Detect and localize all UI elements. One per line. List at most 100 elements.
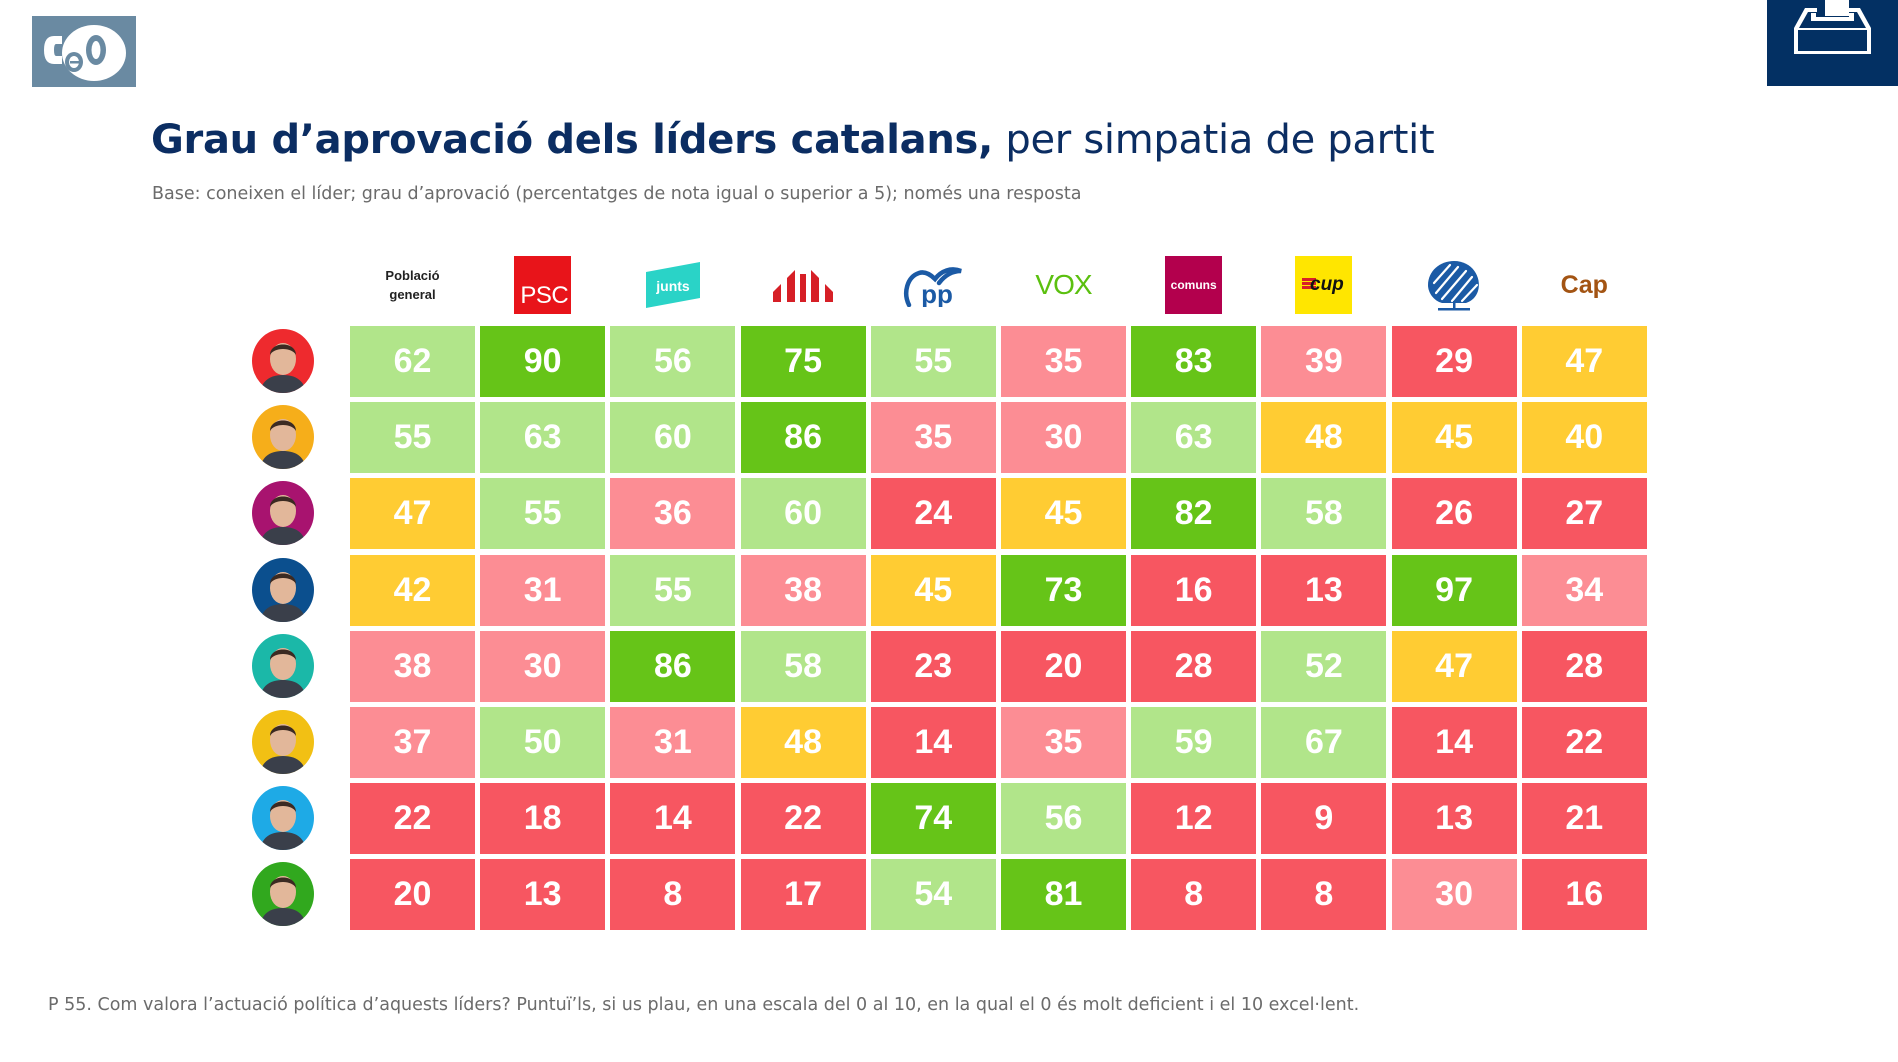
heatmap-cell-cup: 39 [1261, 326, 1387, 397]
heatmap-cell-psc: 50 [480, 707, 606, 778]
cell-value-label: 60 [784, 494, 822, 533]
heatmap-cell-poblacio: 20 [350, 859, 475, 931]
cup-logo-text: cup [1310, 274, 1344, 295]
heatmap-cell-vox: 73 [1001, 554, 1126, 626]
heatmap-cell-vox: 35 [1001, 707, 1126, 778]
heatmap-cell-cup: 9 [1261, 783, 1387, 855]
cup-logo: cup [1295, 256, 1353, 314]
cell-value-label: 75 [784, 342, 822, 380]
page-title: Grau d’aprovació dels líders catalans, p… [151, 116, 1435, 164]
heatmap-cell-vox: 20 [1001, 630, 1126, 702]
heatmap-cell-cup: 67 [1261, 707, 1387, 778]
cell-value-label: 67 [1304, 723, 1343, 761]
heatmap-cell-junts: 55 [610, 554, 736, 626]
heatmap-cell-psc: 18 [480, 783, 606, 855]
cell-value-label: 9 [1314, 799, 1334, 838]
ballot-box-badge [1767, 0, 1898, 86]
heatmap-cell-junts: 31 [610, 707, 736, 778]
heatmap-cell-cs: 47 [1391, 630, 1517, 702]
cell-value-label: 40 [1565, 418, 1604, 457]
cell-value-label: 13 [1435, 799, 1473, 838]
cell-value-label: 60 [653, 418, 692, 457]
cell-value-label: 36 [653, 494, 692, 533]
cell-value-label: 55 [914, 342, 953, 380]
leader-portrait-icon [252, 786, 314, 851]
heatmap-cell-junts: 86 [610, 630, 736, 702]
heatmap-cell-cup: 8 [1261, 859, 1387, 931]
cell-value-label: 42 [393, 570, 432, 609]
cell-value-label: 39 [1304, 342, 1343, 380]
cell-value-label: 63 [1174, 418, 1213, 457]
heatmap-cell-pp: 55 [870, 326, 996, 397]
heatmap-cell-cap: 40 [1521, 402, 1647, 474]
heatmap-cell-cup: 58 [1261, 478, 1387, 550]
heatmap-cell-cup: 52 [1261, 630, 1387, 702]
comuns-logo: comuns [1165, 256, 1223, 314]
cell-value-label: 63 [523, 418, 562, 457]
cell-value-label: 38 [784, 570, 822, 609]
cell-value-label: 20 [393, 875, 432, 914]
cell-value-label: 13 [1304, 570, 1343, 609]
heatmap-cell-psc: 30 [480, 630, 606, 702]
poblacio-label-line-1: Població [385, 268, 440, 283]
cell-value-label: 90 [523, 342, 562, 380]
heatmap-cell-erc: 60 [740, 478, 866, 550]
heatmap-cell-pp: 23 [870, 630, 996, 702]
leader-portrait-icon [252, 633, 314, 698]
column-header-poblacio: Població general [350, 252, 475, 318]
cell-value-label: 24 [914, 494, 953, 533]
cell-value-label: 14 [653, 799, 692, 838]
cell-value-label: 50 [523, 723, 562, 761]
leader-avatar [252, 481, 314, 546]
heatmap-cell-erc: 86 [740, 402, 866, 474]
heatmap-cell-cap: 34 [1521, 554, 1647, 626]
heatmap-cell-cup: 13 [1261, 554, 1387, 626]
cell-value-label: 31 [653, 723, 692, 761]
junts-logo-text: junts [655, 278, 690, 294]
leader-avatar [252, 710, 314, 774]
leader-portrait-icon [252, 557, 314, 622]
cell-value-label: 12 [1174, 799, 1213, 838]
heatmap-cell-cs: 30 [1391, 859, 1517, 931]
heatmap-cell-comuns: 83 [1131, 326, 1257, 397]
poblacio-general-label: Població general [385, 266, 439, 304]
heatmap-cell-junts: 14 [610, 783, 736, 855]
cell-value-label: 82 [1174, 494, 1213, 533]
heatmap-cell-poblacio: 55 [350, 402, 475, 474]
heatmap-cell-poblacio: 38 [350, 630, 475, 702]
cell-value-label: 34 [1565, 570, 1604, 609]
heatmap-cell-pp: 45 [870, 554, 996, 626]
leader-avatar [252, 329, 314, 393]
heatmap-cell-pp: 14 [870, 707, 996, 778]
column-header-junts: junts [610, 252, 735, 318]
cell-value-label: 55 [653, 570, 692, 609]
heatmap-cell-comuns: 8 [1131, 859, 1257, 931]
pp-logo-icon: pp [904, 267, 963, 307]
cell-value-label: 30 [1044, 418, 1083, 457]
heatmap-cell-cs: 26 [1391, 478, 1517, 550]
heatmap-cell-vox: 30 [1001, 402, 1126, 474]
heatmap-cell-cap: 21 [1521, 783, 1647, 855]
heatmap-cell-cup: 48 [1261, 402, 1387, 474]
pp-logo-text: pp [921, 279, 953, 307]
heatmap-cell-poblacio: 22 [350, 783, 475, 855]
heatmap-cell-poblacio: 47 [350, 478, 475, 550]
cell-value-label: 16 [1174, 570, 1213, 609]
heatmap-cell-psc: 31 [480, 554, 606, 626]
cell-value-label: 26 [1435, 494, 1473, 533]
heatmap-cell-comuns: 28 [1131, 630, 1257, 702]
heatmap-cell-cs: 13 [1391, 783, 1517, 855]
leader-portrait-icon [252, 862, 314, 927]
heatmap-cell-poblacio: 37 [350, 707, 475, 778]
cell-value-label: 23 [914, 646, 953, 685]
cell-value-label: 52 [1304, 646, 1343, 685]
cell-value-label: 86 [653, 646, 692, 685]
title-secondary: per simpatia de partit [992, 117, 1435, 163]
cell-value-label: 17 [784, 875, 822, 914]
ceo-logo-icon [44, 25, 126, 81]
heatmap-cell-pp: 54 [870, 859, 996, 931]
heatmap-cell-cap: 16 [1521, 859, 1647, 931]
column-header-vox: VOX [1001, 252, 1126, 318]
cell-value-label: 13 [523, 875, 562, 914]
cell-value-label: 20 [1044, 646, 1083, 685]
